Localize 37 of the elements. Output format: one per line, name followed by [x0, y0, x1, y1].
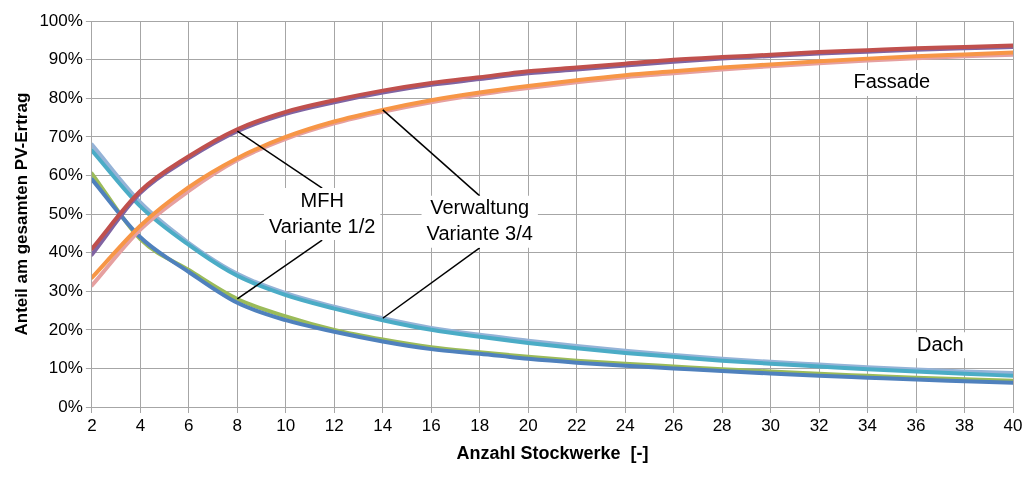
- x-tick-label: 26: [664, 415, 684, 435]
- x-tick-label: 4: [135, 415, 146, 435]
- annotation: Dach: [916, 332, 964, 355]
- x-tick-label: 12: [324, 415, 344, 435]
- x-tick-label: 38: [955, 415, 974, 435]
- y-tick-label: 30%: [48, 280, 83, 300]
- x-tick-label: 2: [87, 415, 97, 435]
- x-tick-label: 28: [712, 415, 732, 435]
- x-tick-label: 40: [1003, 415, 1023, 435]
- x-tick-label: 34: [858, 415, 878, 435]
- x-tick-label: 22: [567, 415, 587, 435]
- y-tick-label: 50%: [48, 203, 83, 223]
- y-tick-label: 70%: [48, 126, 83, 146]
- x-tick-label: 18: [470, 415, 490, 435]
- y-tick-label: 80%: [48, 88, 83, 108]
- annotation: Verwaltung Variante 3/4: [426, 196, 533, 245]
- x-tick-label: 14: [373, 415, 393, 435]
- x-tick-label: 10: [276, 415, 296, 435]
- x-tick-label: 16: [421, 415, 441, 435]
- y-tick-label: 0%: [58, 396, 83, 416]
- y-tick-label: 60%: [48, 165, 83, 185]
- y-tick-label: 100%: [39, 10, 83, 30]
- annotation: MFH Variante 1/2: [268, 188, 376, 237]
- x-tick-label: 8: [232, 415, 243, 435]
- x-tick-label: 32: [809, 415, 829, 435]
- x-tick-label: 36: [906, 415, 926, 435]
- x-tick-label: 24: [615, 415, 635, 435]
- y-tick-label: 40%: [48, 242, 83, 262]
- y-tick-label: 90%: [48, 49, 83, 69]
- annotation: Fassade: [853, 70, 931, 93]
- x-axis-title: Anzahl Stockwerke [-]: [456, 443, 649, 464]
- y-tick-label: 10%: [48, 358, 83, 378]
- x-tick-label: 20: [518, 415, 538, 435]
- x-tick-label: 6: [184, 415, 194, 435]
- y-tick-label: 20%: [48, 319, 83, 339]
- x-tick-label: 30: [761, 415, 781, 435]
- y-axis-title: Anteil am gesamten PV-Ertrag: [11, 92, 31, 336]
